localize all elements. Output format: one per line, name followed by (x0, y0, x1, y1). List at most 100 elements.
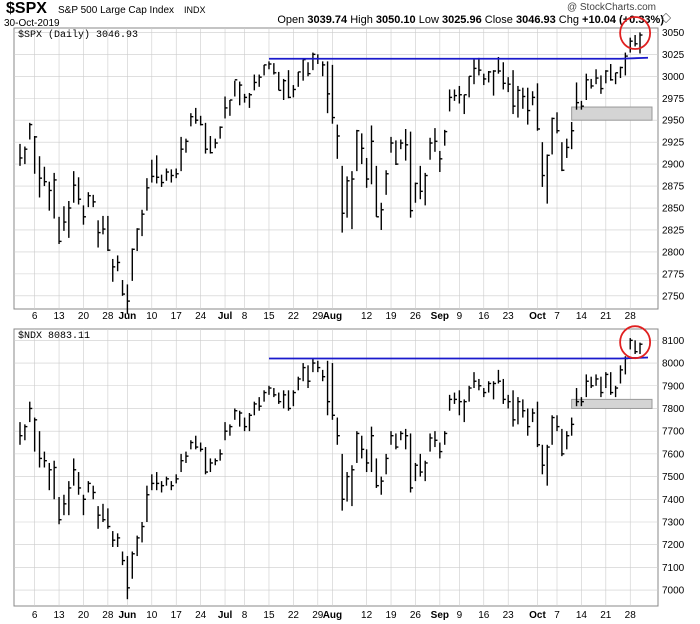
ohlc-bar (502, 62, 506, 90)
open-label: Open (277, 14, 305, 26)
ohlc-bar (390, 136, 394, 153)
ohlc-bar (136, 535, 140, 557)
y-tick-label: 7000 (662, 586, 685, 597)
ohlc-bar (580, 100, 584, 110)
x-tick-label: Aug (323, 311, 342, 322)
ohlc-bar (561, 142, 565, 172)
ohlc-bar (77, 472, 82, 495)
ohlc-bar (87, 192, 91, 208)
ohlc-bar (297, 71, 301, 87)
y-tick-label: 7500 (662, 472, 685, 483)
ohlc-bar (238, 410, 243, 427)
ohlc-bar (278, 71, 282, 92)
ohlc-bar (590, 376, 594, 389)
ohlc-bar (165, 476, 169, 486)
panel-title: $SPX (Daily) 3046.93 (18, 29, 138, 41)
ohlc-bar (556, 415, 560, 432)
ohlc-bar (126, 284, 130, 315)
low-value: 3025.96 (441, 14, 482, 26)
ohlc-bar (444, 431, 448, 445)
ohlc-bar (321, 61, 326, 77)
highlight-circle (619, 325, 652, 360)
ohlc-bar (365, 157, 370, 188)
ohlc-bar (312, 52, 316, 71)
ohlc-bar (546, 154, 550, 204)
y-tick-label: 2750 (662, 291, 685, 302)
y-tick-label: 2925 (662, 138, 685, 149)
ohlc-bar (317, 360, 321, 373)
ohlc-bar (121, 551, 126, 566)
ohlc-bar (468, 385, 472, 402)
ohlc-bar (634, 35, 638, 47)
ohlc-bar (282, 390, 287, 409)
ohlc-bar (419, 453, 423, 477)
plot-frame (13, 328, 659, 607)
ohlc-bar (92, 485, 96, 500)
ohlc-bar (610, 372, 614, 395)
ohlc-bar (380, 202, 384, 230)
ohlc-bar (58, 497, 62, 525)
ohlc-bar (185, 451, 189, 463)
ohlc-bar (522, 399, 526, 418)
ohlc-bar (395, 140, 399, 165)
ohlc-bar (634, 340, 638, 354)
ohlc-bar (590, 78, 594, 89)
panel-ndx: 8100 8000 7900 7800 7700 7600 7500 7400 7300 7200… (13, 325, 685, 621)
y-tick-label: 2975 (662, 94, 685, 105)
ohlc-bar (131, 551, 135, 579)
ohlc-bar (180, 453, 184, 473)
x-tick-label: 7 (554, 610, 560, 621)
x-tick-label: 24 (195, 311, 207, 322)
ohlc-bar (165, 168, 169, 181)
ohlc-bar (43, 166, 47, 187)
ohlc-bar (375, 165, 379, 218)
ohlc-bar (292, 85, 296, 98)
ohlc-bar (209, 458, 213, 473)
ohlc-bar (82, 205, 86, 225)
ohlc-bar (527, 408, 531, 436)
ohlc-bar (224, 422, 228, 441)
x-tick-label: 29 (312, 610, 324, 621)
x-tick-label: 28 (625, 610, 637, 621)
x-tick-label: 21 (600, 610, 612, 621)
ohlc-bar (282, 78, 287, 101)
ohlc-bar (566, 138, 570, 158)
ohlc-bar (321, 369, 326, 382)
ohlc-bar (268, 61, 272, 70)
ohlc-bar (33, 136, 38, 174)
ohlc-bar (404, 428, 409, 450)
ohlc-bar (292, 390, 296, 407)
ohlc-bar (73, 171, 77, 203)
x-tick-label: 6 (32, 610, 38, 621)
x-tick-label: 28 (102, 311, 114, 322)
ohlc-bar (614, 72, 619, 85)
ohlc-bar (126, 556, 130, 600)
resistance-line (268, 56, 649, 60)
ohlc-bar (268, 385, 272, 395)
ohlc-bar (434, 431, 438, 448)
ohlc-bar (190, 113, 194, 127)
ohlc-bar (585, 73, 589, 101)
ohlc-bar (497, 56, 501, 74)
ohlc-bar (600, 75, 604, 94)
x-tick-label: 26 (410, 610, 422, 621)
ohlc-bar (258, 397, 262, 411)
ohlc-bar (487, 381, 492, 393)
ohlc-bar (575, 82, 580, 110)
ohlc-bar (429, 137, 433, 160)
ohlc-bar (439, 150, 443, 173)
ohlc-bar (92, 194, 96, 208)
ohlc-bar (214, 138, 218, 149)
ohlc-bar (29, 401, 33, 423)
ohlc-bar (24, 146, 28, 165)
ohlc-bar (107, 215, 111, 252)
ohlc-bar (517, 85, 521, 118)
ohlc-bar (248, 92, 252, 108)
x-tick-label: 10 (146, 610, 158, 621)
ohlc-bar (361, 133, 365, 165)
x-tick-label: Oct (529, 311, 546, 322)
ohlc-bar (370, 426, 374, 473)
ohlc-bar (190, 440, 194, 450)
x-tick-label: 12 (361, 610, 373, 621)
ohlc-bar (595, 69, 599, 85)
